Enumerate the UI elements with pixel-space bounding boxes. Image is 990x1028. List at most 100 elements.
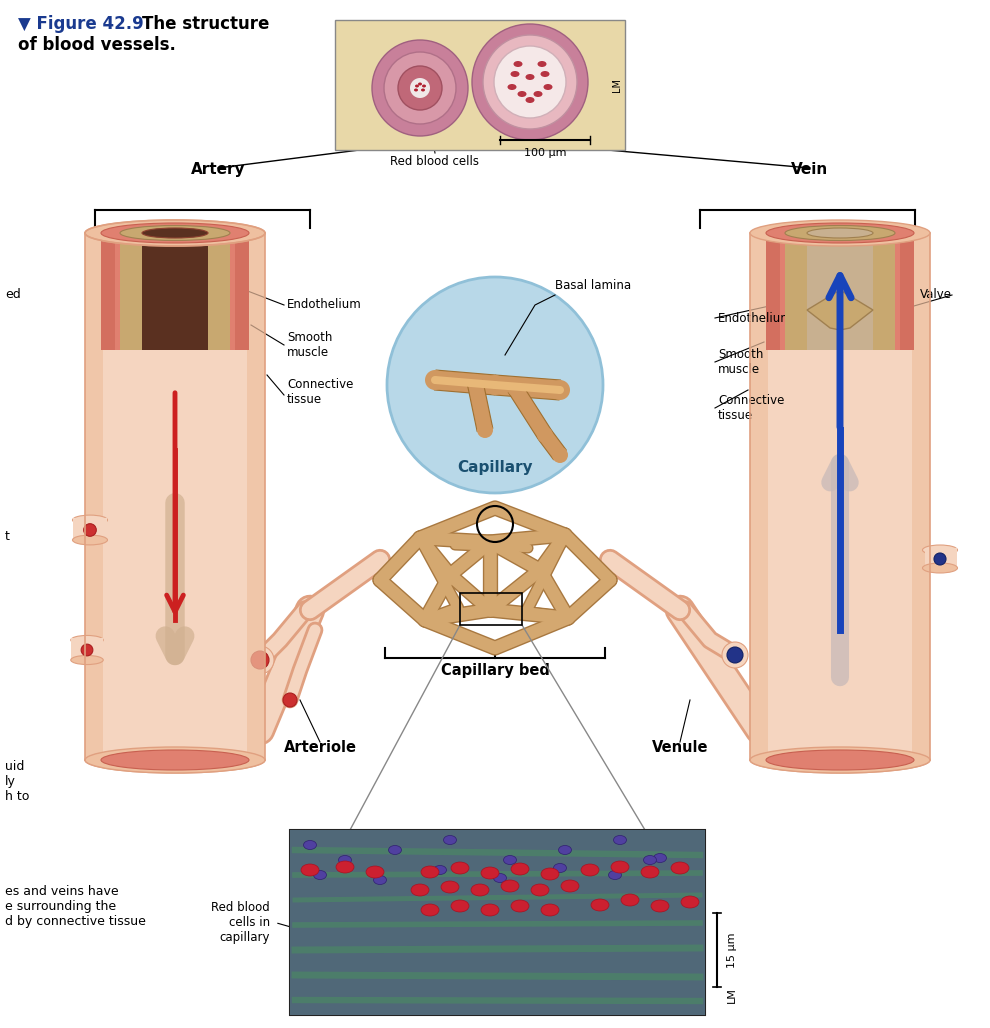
Ellipse shape [336, 861, 354, 873]
Ellipse shape [85, 220, 265, 246]
Circle shape [283, 693, 297, 707]
Ellipse shape [526, 74, 535, 80]
Ellipse shape [72, 515, 108, 525]
Circle shape [81, 645, 93, 656]
Ellipse shape [534, 91, 543, 97]
Ellipse shape [681, 896, 699, 908]
Polygon shape [807, 290, 840, 330]
Ellipse shape [471, 884, 489, 896]
Ellipse shape [539, 84, 551, 91]
Bar [142, 233, 208, 350]
Ellipse shape [504, 49, 516, 58]
Ellipse shape [101, 750, 249, 770]
Polygon shape [435, 370, 496, 395]
Bar [460, 593, 522, 625]
Circle shape [425, 370, 445, 390]
Circle shape [472, 24, 588, 140]
Ellipse shape [511, 71, 520, 77]
Text: Capillary: Capillary [457, 460, 533, 475]
Circle shape [552, 447, 568, 463]
Ellipse shape [614, 836, 627, 844]
Ellipse shape [481, 867, 499, 879]
Ellipse shape [388, 845, 402, 854]
Polygon shape [840, 290, 873, 330]
Ellipse shape [70, 656, 103, 664]
Ellipse shape [541, 868, 559, 880]
Text: LM: LM [612, 78, 622, 91]
Bar [247, 233, 265, 760]
Bar [750, 233, 768, 760]
Circle shape [494, 46, 566, 118]
Text: 100 μm: 100 μm [524, 148, 566, 158]
Ellipse shape [553, 864, 566, 873]
Bar [807, 233, 873, 350]
Circle shape [727, 647, 743, 663]
Text: es and veins have
e surrounding the
d by connective tissue: es and veins have e surrounding the d by… [5, 885, 146, 928]
Ellipse shape [421, 866, 439, 878]
Circle shape [722, 642, 748, 668]
Circle shape [550, 380, 570, 400]
Ellipse shape [544, 84, 552, 90]
Ellipse shape [434, 866, 446, 875]
Ellipse shape [538, 61, 546, 67]
Ellipse shape [421, 88, 425, 91]
Ellipse shape [304, 841, 317, 849]
Polygon shape [494, 375, 560, 400]
Text: Venule: Venule [651, 740, 708, 755]
Circle shape [372, 40, 468, 136]
Circle shape [384, 52, 456, 124]
Text: Basal lamina: Basal lamina [555, 279, 632, 292]
Ellipse shape [101, 223, 249, 243]
Text: Endothelium: Endothelium [718, 311, 793, 325]
Bar [71, 638, 103, 660]
Ellipse shape [581, 864, 599, 876]
Bar [85, 233, 103, 760]
Ellipse shape [434, 49, 446, 58]
Bar [101, 233, 249, 350]
Bar [766, 233, 914, 350]
Circle shape [387, 277, 603, 493]
Text: Smooth
muscle: Smooth muscle [287, 331, 333, 359]
Ellipse shape [750, 747, 930, 773]
Circle shape [507, 380, 523, 396]
Bar [900, 233, 914, 350]
Ellipse shape [414, 88, 418, 91]
Ellipse shape [766, 750, 914, 770]
Circle shape [537, 427, 553, 443]
Ellipse shape [434, 118, 446, 126]
Ellipse shape [923, 563, 957, 573]
Ellipse shape [411, 884, 429, 896]
Ellipse shape [508, 84, 517, 90]
Ellipse shape [561, 880, 579, 892]
Ellipse shape [120, 225, 230, 241]
Circle shape [934, 553, 946, 565]
Ellipse shape [526, 97, 535, 103]
Ellipse shape [85, 747, 265, 773]
Ellipse shape [339, 855, 351, 865]
Text: uid
ly
h to: uid ly h to [5, 760, 30, 803]
Text: ed: ed [5, 288, 21, 301]
Ellipse shape [558, 845, 571, 854]
Ellipse shape [441, 881, 459, 893]
Ellipse shape [651, 900, 669, 912]
Text: The structure: The structure [142, 15, 269, 33]
Bar [925, 548, 957, 568]
Ellipse shape [750, 220, 930, 246]
Ellipse shape [422, 84, 426, 87]
Circle shape [467, 374, 483, 390]
Text: ▼ Figure 42.9: ▼ Figure 42.9 [18, 15, 144, 33]
Ellipse shape [923, 545, 957, 555]
Circle shape [246, 646, 274, 674]
Text: Connective
tissue: Connective tissue [287, 378, 353, 406]
Bar [120, 233, 230, 350]
Ellipse shape [766, 223, 914, 243]
Ellipse shape [504, 118, 516, 126]
Bar [785, 233, 895, 350]
Ellipse shape [653, 853, 666, 862]
Ellipse shape [451, 900, 469, 912]
Ellipse shape [641, 866, 659, 878]
Polygon shape [495, 381, 560, 394]
Ellipse shape [314, 871, 327, 880]
Text: of blood vessels.: of blood vessels. [18, 36, 176, 54]
Circle shape [556, 386, 564, 394]
